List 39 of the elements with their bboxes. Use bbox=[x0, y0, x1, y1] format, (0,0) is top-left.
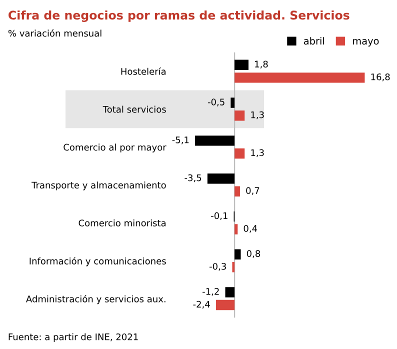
legend-label: abril bbox=[304, 37, 324, 45]
data-label: 1,8 bbox=[255, 60, 268, 68]
y-tick-label: Total servicios bbox=[102, 106, 166, 113]
bar bbox=[232, 262, 235, 272]
bar bbox=[234, 110, 245, 121]
source-note: Fuente: a partir de INE, 2021 bbox=[8, 333, 138, 342]
data-label: -0,3 bbox=[210, 262, 226, 271]
y-tick-label: Información y comunicaciones bbox=[30, 257, 166, 266]
data-label: -0,5 bbox=[208, 98, 224, 106]
text: % variación mensual bbox=[8, 29, 102, 37]
bar bbox=[225, 287, 235, 298]
data-label: -0,1 bbox=[211, 212, 228, 220]
bar bbox=[234, 186, 240, 196]
bar bbox=[234, 224, 238, 234]
data-label: -3,5 bbox=[184, 174, 202, 182]
bar bbox=[230, 98, 235, 108]
data-label: 16,8 bbox=[371, 73, 390, 82]
data-label: -5,1 bbox=[172, 136, 189, 144]
data-label: -1,2 bbox=[202, 288, 219, 296]
bar bbox=[216, 300, 235, 310]
bar bbox=[234, 72, 365, 83]
bar bbox=[234, 249, 241, 260]
legend-label: mayo bbox=[353, 39, 379, 47]
y-tick-label: Transporte y almacenamiento bbox=[32, 182, 166, 190]
bar bbox=[234, 60, 249, 70]
data-label: 0,7 bbox=[246, 187, 260, 195]
bar bbox=[207, 173, 235, 184]
data-label: 0,8 bbox=[246, 250, 260, 258]
y-tick-label: Administración y servicios aux. bbox=[26, 295, 166, 304]
bar bbox=[234, 148, 245, 159]
chart-title: Cifra de negocios por ramas de actividad. Servicios bbox=[8, 10, 350, 22]
data-label: 1,3 bbox=[251, 111, 264, 120]
y-tick-label: Comercio al por mayor bbox=[64, 144, 166, 152]
y-tick-label: Hostelería bbox=[121, 68, 166, 75]
data-label: 0,4 bbox=[244, 225, 258, 233]
y-tick-label: Comercio minorista bbox=[78, 219, 166, 226]
data-label: 1,3 bbox=[251, 149, 264, 158]
data-label: -2,4 bbox=[193, 300, 210, 309]
bar bbox=[195, 136, 235, 146]
